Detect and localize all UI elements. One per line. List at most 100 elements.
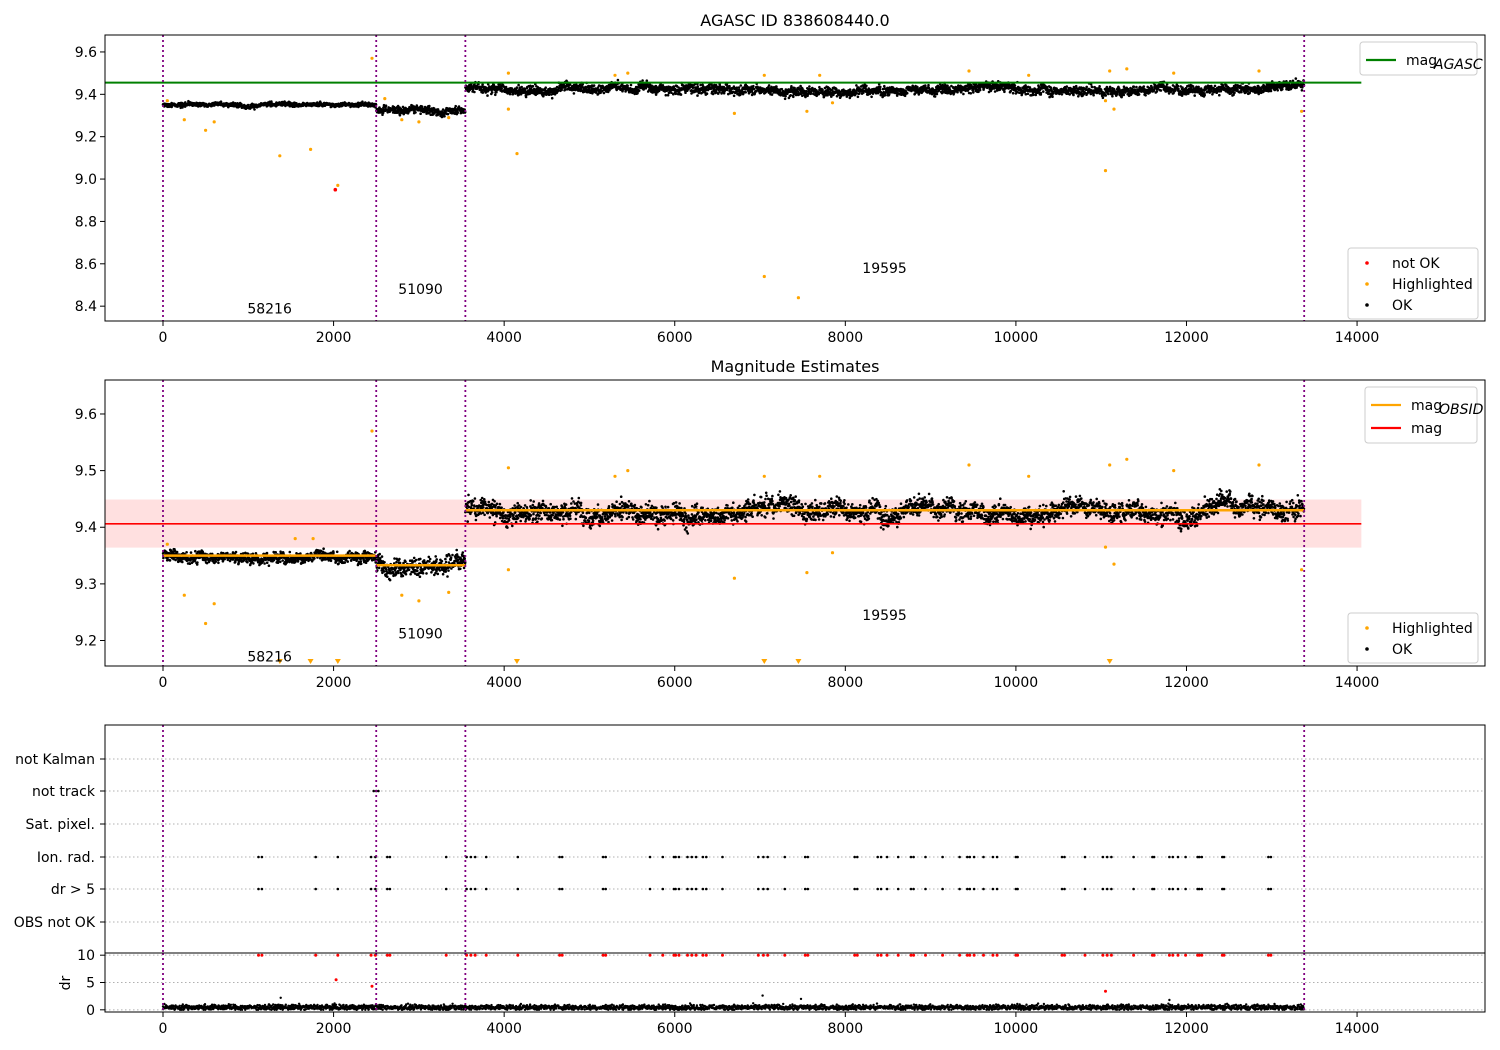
ok-point — [801, 94, 804, 97]
ok-point — [1116, 92, 1119, 96]
ok-point — [1003, 90, 1006, 94]
ok-point — [1144, 94, 1147, 97]
ok-point — [1203, 93, 1206, 97]
ok-point — [978, 88, 982, 92]
ok-point — [184, 101, 187, 104]
highlighted-point — [447, 116, 451, 120]
ok-point — [246, 103, 250, 107]
ok-point — [848, 88, 852, 91]
ok-point — [1089, 92, 1093, 96]
ok-point — [1085, 85, 1088, 89]
ok-point — [770, 93, 774, 96]
ok-point — [1132, 85, 1136, 88]
ok-point — [728, 84, 731, 88]
ok-point — [1218, 93, 1221, 97]
ok-point — [515, 86, 519, 89]
highlighted-point — [1300, 109, 1304, 113]
ok-point — [419, 112, 422, 115]
ok-point — [732, 94, 736, 98]
ok-point — [1155, 90, 1159, 93]
ok-point — [517, 83, 520, 87]
ok-point — [767, 84, 771, 87]
ok-point — [946, 84, 949, 87]
ok-point — [457, 105, 461, 108]
legend-label: not OK — [1392, 256, 1440, 272]
y-tick-label: 8.6 — [75, 257, 97, 273]
x-tick-label: 4000 — [486, 330, 522, 346]
legend-marker — [1365, 303, 1369, 307]
ok-point — [500, 87, 504, 90]
ok-point — [1107, 92, 1110, 96]
highlighted-point — [762, 73, 766, 77]
y-tick-label: 8.8 — [75, 214, 97, 230]
highlighted-point — [182, 118, 186, 122]
highlighted-point — [626, 71, 630, 75]
ok-point — [691, 86, 695, 89]
ok-point — [790, 85, 793, 88]
ok-point — [784, 94, 787, 98]
ok-point — [1013, 84, 1017, 87]
ok-point — [253, 108, 256, 111]
ok-point — [185, 551, 188, 554]
highlighted-point — [1027, 73, 1031, 77]
ok-point — [1032, 93, 1035, 97]
highlighted-point — [400, 118, 404, 122]
highlighted-point — [1172, 71, 1176, 75]
ok-point — [572, 92, 576, 95]
ok-point — [855, 84, 858, 87]
ok-point — [870, 95, 873, 99]
highlighted-point — [309, 147, 313, 151]
ok-point — [1176, 84, 1180, 88]
ok-point — [267, 564, 271, 567]
ok-point — [711, 92, 715, 96]
legend-label: mag — [1406, 53, 1437, 69]
ok-point — [1150, 86, 1154, 89]
ok-point — [835, 94, 839, 98]
obs-label: 58216 — [247, 301, 292, 317]
ok-point — [181, 560, 184, 564]
ok-point — [189, 551, 193, 554]
ok-point — [1072, 93, 1075, 97]
y-tick-label: 8.4 — [75, 299, 97, 315]
ok-point — [494, 93, 497, 97]
ok-point — [428, 104, 431, 108]
ok-point — [274, 551, 278, 554]
ok-point — [414, 111, 417, 114]
legend-label-subscript: AGASC — [1433, 57, 1483, 73]
ok-point — [495, 90, 498, 94]
highlighted-point — [613, 73, 617, 77]
highlighted-point — [818, 73, 822, 77]
ok-point — [629, 83, 633, 87]
not-ok-point — [333, 187, 338, 192]
highlighted-point — [762, 274, 766, 279]
panel1-axes-frame — [104, 34, 1486, 322]
highlighted-point — [278, 154, 282, 158]
ok-point — [865, 84, 868, 88]
ok-point — [1104, 94, 1107, 97]
ok-point — [219, 100, 223, 103]
ok-point — [1028, 86, 1032, 89]
ok-point — [486, 94, 489, 97]
ok-point — [752, 84, 755, 88]
ok-point — [568, 83, 572, 86]
obs-label: 19595 — [862, 261, 907, 277]
ok-point — [666, 93, 670, 97]
ok-point — [1159, 89, 1163, 92]
ok-point — [168, 559, 172, 562]
ok-point — [490, 91, 494, 94]
ok-point — [547, 93, 551, 96]
legend-label: OK — [1392, 298, 1413, 314]
ok-point — [933, 95, 937, 98]
y-tick-label: 9.2 — [75, 130, 97, 146]
ok-point — [265, 551, 269, 555]
ok-point — [208, 559, 212, 562]
highlighted-point — [515, 152, 519, 156]
panel1-title: AGASC ID 838608440.0 — [700, 11, 889, 30]
ok-point — [443, 115, 446, 118]
ok-point — [602, 91, 606, 95]
highlighted-point — [1103, 169, 1108, 173]
ok-point — [1193, 94, 1196, 97]
